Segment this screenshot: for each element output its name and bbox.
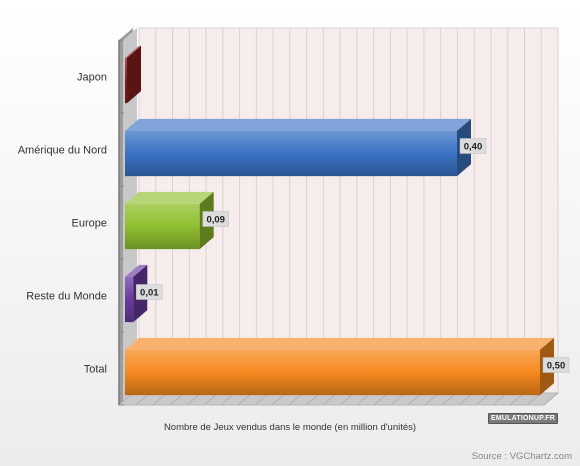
x-axis-label: Nombre de Jeux vendus dans le monde (en …: [163, 422, 417, 433]
data-label: 0,50: [547, 361, 566, 372]
bar-top-Total: [125, 337, 554, 350]
bar-Japon: [125, 57, 127, 104]
category-label: Total: [84, 364, 107, 376]
category-label: Europe: [72, 218, 107, 230]
bar-side-Japon: [127, 45, 141, 104]
bar-top-Reste du Monde: [125, 264, 148, 277]
bar-top-Japon: [125, 45, 141, 58]
category-label: Japon: [77, 72, 107, 84]
data-label-box: [542, 357, 570, 373]
data-label: 0,01: [140, 288, 159, 299]
bar-Amérique du Nord: [125, 130, 457, 177]
site-logo: EMULATIONUP.FR: [488, 413, 558, 424]
category-label: Reste du Monde: [26, 291, 107, 303]
data-label-box: [202, 211, 229, 227]
bar-Europe: [125, 203, 200, 250]
category-label: Amérique du Nord: [18, 145, 107, 157]
floor-gridline: [543, 392, 559, 406]
bar-Total: [125, 349, 540, 396]
bar-top-Amérique du Nord: [125, 118, 471, 131]
data-label-box: [136, 284, 163, 300]
data-label: 0,09: [206, 215, 225, 226]
source-text: Source : VGChartz.com: [471, 451, 572, 462]
data-label: 0,40: [464, 142, 483, 153]
bar-Reste du Monde: [125, 276, 134, 323]
data-label-box: [459, 138, 487, 154]
bar-top-Europe: [125, 191, 214, 204]
